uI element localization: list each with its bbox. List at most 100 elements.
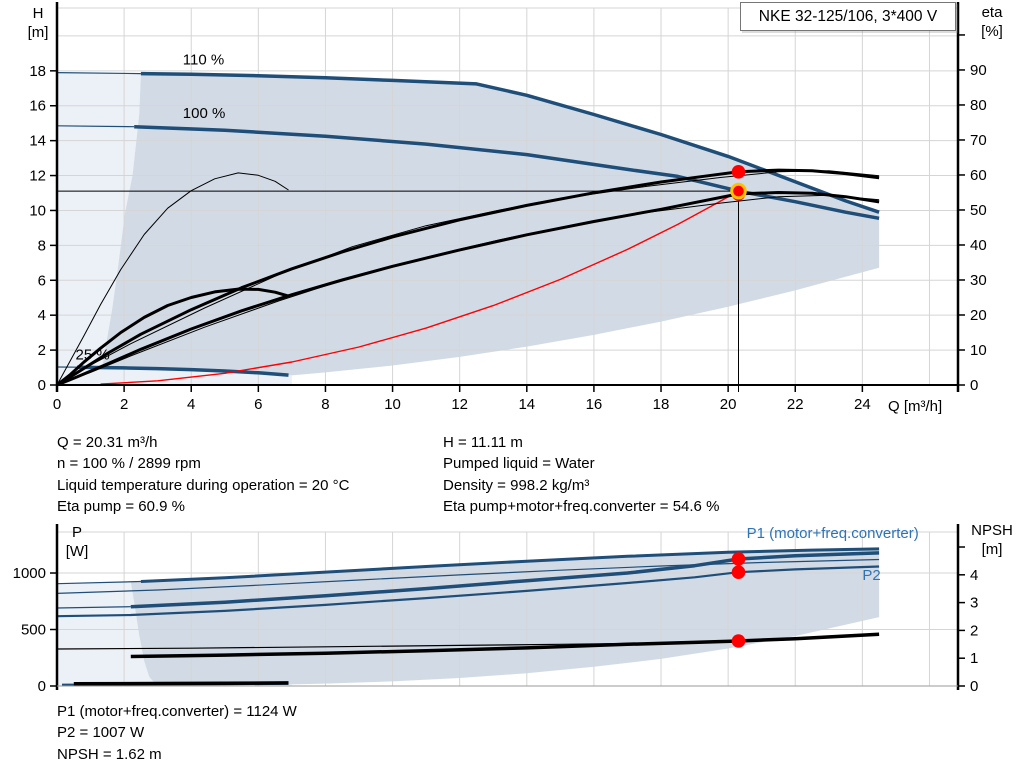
eta-axis-title-line2: [%] [981, 23, 1003, 40]
p1-110-curve [140, 547, 880, 583]
eta-pump-25-curve [56, 172, 289, 386]
bottom-axis-tick-label: 16 [586, 396, 603, 413]
duty-point-marker [731, 565, 746, 579]
bottom-axis-tick-label: 24 [854, 396, 871, 413]
bottom-axis-tick-label: 12 [451, 396, 468, 413]
bottom-axis-tick-label: 10 [384, 396, 401, 413]
bottom-axis-tick-label: 20 [720, 396, 737, 413]
left-axis-tick-label: 500 [21, 622, 46, 639]
qh-110-curve [140, 71, 880, 214]
right-axis-tick-label: 90 [970, 62, 987, 79]
left-axis-tick-label: 16 [29, 98, 46, 115]
right-axis-tick-label: 10 [970, 342, 987, 359]
right-axis-tick-label: 0 [970, 377, 978, 394]
npsh-axis-title: NPSH [m] [961, 521, 1023, 559]
right-axis-tick-label: 1 [970, 650, 978, 667]
qh-25-curve [77, 365, 289, 377]
info-line-npsh: NPSH = 1.62 m [57, 745, 162, 763]
left-axis-tick-label: 4 [38, 307, 46, 324]
right-axis-tick-label: 0 [970, 678, 978, 695]
bottom-axis-tick-label: 22 [787, 396, 804, 413]
right-axis-tick-label: 70 [970, 132, 987, 149]
info-line-p1: P1 (motor+freq.converter) = 1124 W [57, 703, 297, 720]
right-axis-tick-label: 20 [970, 307, 987, 324]
duty-point-marker [731, 165, 746, 179]
curve-label: P2 [862, 567, 880, 584]
right-axis-tick-label: 40 [970, 237, 987, 254]
right-axis-tick-label: 3 [970, 595, 978, 612]
operating-envelope-dark [102, 73, 880, 376]
h-axis-title-line1: H [32, 5, 44, 22]
power-info: P1 (motor+freq.converter) = 1124 W P2 = … [57, 701, 297, 765]
pump-model-title: NKE 32-125/106, 3*400 V [740, 2, 956, 31]
info-line-p2: P2 = 1007 W [57, 724, 145, 742]
right-axis-tick-label: 4 [970, 567, 978, 584]
q-axis-title: Q [m³/h] [888, 398, 943, 415]
p1-100-curve [130, 551, 880, 609]
info-line-flow: Q = 20.31 m³/h [57, 434, 158, 451]
operating-info-left: Q = 20.31 m³/h n = 100 % / 2899 rpm Liqu… [57, 432, 349, 518]
eta-axis-title-line1: eta [981, 4, 1003, 21]
p-axis-title-line2: [W] [65, 543, 89, 560]
p1-100-curve-thin [56, 606, 131, 609]
curve-label: 110 % [183, 52, 224, 69]
qh-100-curve [134, 124, 880, 221]
power-envelope-light [57, 582, 292, 686]
info-line-liquid-temp: Liquid temperature during operation = 20… [57, 476, 350, 494]
eta-total-25-curve [56, 287, 289, 387]
left-axis-tick-label: 18 [29, 63, 46, 80]
p-25-curve-black [73, 681, 289, 686]
info-line-density: Density = 998.2 kg/m³ [443, 476, 590, 494]
bottom-axis-tick-label: 2 [120, 396, 128, 413]
duty-point-marker [731, 634, 746, 648]
bottom-axis-tick-label: 14 [518, 396, 535, 413]
left-axis-tick-label: 1000 [13, 565, 46, 582]
p2-110-curve [56, 558, 880, 594]
npsh-100-curve [130, 632, 880, 659]
qh-chart: 110 %100 %25 %02468101214161801020304050… [29, 2, 987, 413]
right-axis-tick-label: 30 [970, 272, 987, 289]
control-curve-red [100, 190, 739, 385]
right-axis-tick-label: 50 [970, 202, 987, 219]
bottom-axis-tick-label: 18 [653, 396, 670, 413]
h-axis-title-line2: [m] [27, 24, 49, 41]
h-axis-title: H [m] [19, 4, 57, 42]
right-axis-tick-label: 80 [970, 97, 987, 114]
p-axis-title: P [W] [56, 523, 98, 561]
duty-point-marker [731, 552, 746, 566]
info-line-speed: n = 100 % / 2899 rpm [57, 455, 201, 473]
npsh-axis-title-line1: NPSH [971, 522, 1013, 539]
p-axis-title-line1: P [71, 524, 82, 541]
power-chart: P1 (motor+freq.converter) P2 0 500 1000 0 1 2 3 4 [13, 524, 978, 695]
left-axis-tick-label: 2 [38, 342, 46, 359]
power-envelope-dark [130, 548, 880, 685]
curve-label: P1 (motor+freq.converter) [747, 525, 919, 542]
left-axis-tick-label: 6 [38, 272, 46, 289]
p1-110-curve-thin [56, 580, 141, 585]
info-line-eta-total: Eta pump+motor+freq.converter = 54.6 % [443, 498, 720, 516]
left-axis-tick-label: 8 [38, 237, 46, 254]
info-line-head: H = 11.11 m [443, 434, 523, 451]
operating-info-right: H = 11.11 m Pumped liquid = Water Densit… [443, 432, 719, 518]
left-axis-tick-label: 14 [29, 133, 46, 150]
qh-100-curve-thin [56, 125, 135, 128]
right-axis-tick-label: 60 [970, 167, 987, 184]
info-line-pumped-liquid: Pumped liquid = Water [443, 455, 595, 473]
bottom-axis-tick-label: 0 [53, 396, 61, 413]
curve-label: 100 % [183, 105, 226, 122]
eta-total-100-curve [56, 191, 880, 387]
operating-envelope-light [57, 72, 292, 385]
p2-100-curve [56, 565, 880, 618]
npsh-axis-title-line2: [m] [981, 541, 1003, 558]
qh-110-curve-thin [56, 72, 141, 75]
eta-axis-title: eta [%] [970, 3, 1014, 41]
left-axis-tick-label: 10 [29, 202, 46, 219]
bottom-axis-tick-label: 8 [321, 396, 329, 413]
duty-point-marker-ring [730, 182, 747, 200]
eta-pump-100-curve [56, 168, 880, 387]
info-line-eta-pump: Eta pump = 60.9 % [57, 498, 185, 516]
left-axis-tick-label: 12 [29, 168, 46, 185]
bottom-axis-tick-label: 6 [254, 396, 262, 413]
